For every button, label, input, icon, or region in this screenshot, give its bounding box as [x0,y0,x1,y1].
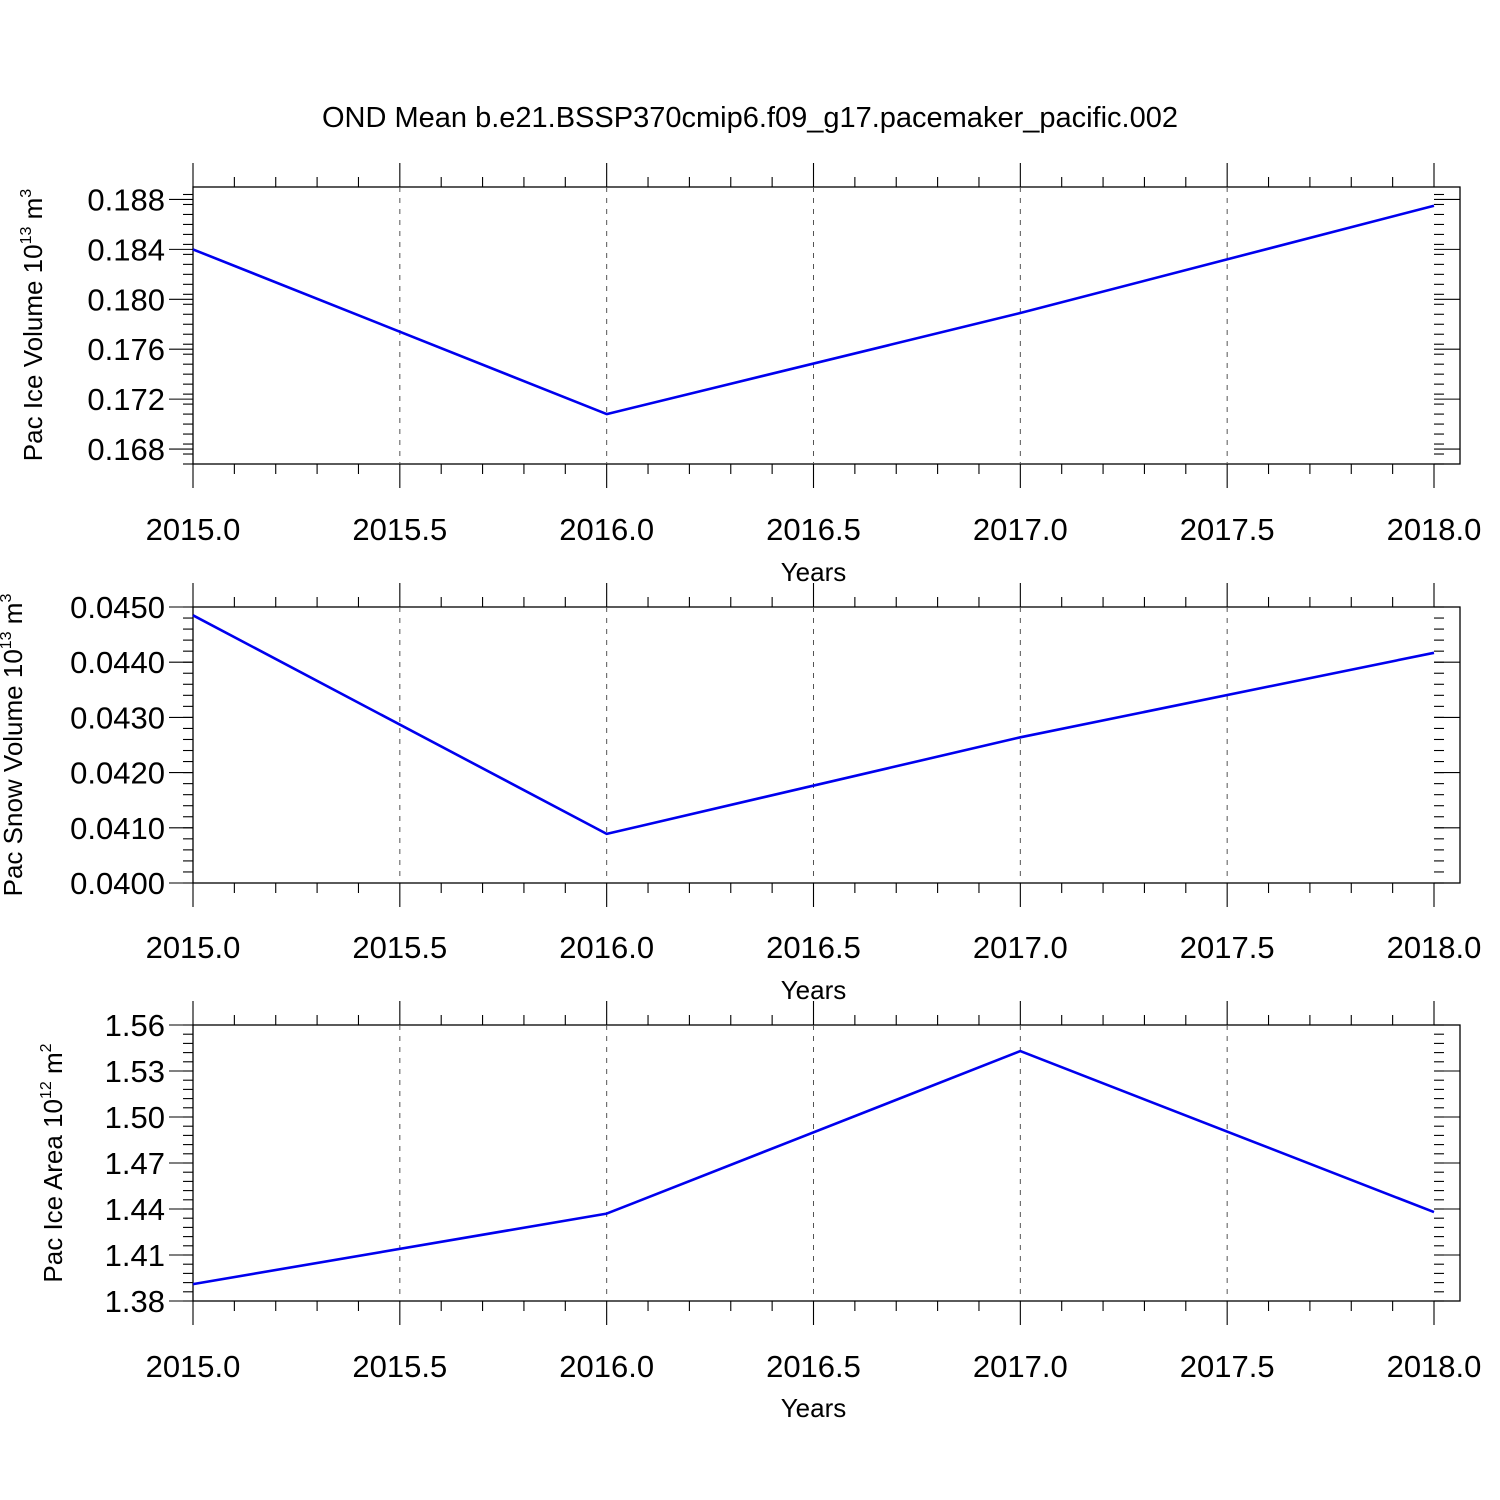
y-tick-label: 1.38 [105,1284,165,1319]
x-tick-label: 2015.0 [146,1349,241,1384]
x-tick-label: 2016.0 [559,1349,654,1384]
x-axis-label: Years [781,975,847,1005]
y-tick-label: 0.172 [87,382,165,417]
y-tick-label: 0.168 [87,432,165,467]
x-tick-label: 2016.5 [766,930,861,965]
y-axis-label: Pac Ice Volume 1013 m3 [18,189,48,462]
x-tick-label: 2015.0 [146,512,241,547]
x-tick-label: 2015.5 [352,1349,447,1384]
y-tick-label: 0.180 [87,282,165,317]
y-tick-label: 1.56 [105,1008,165,1043]
series-line [192,204,1435,416]
x-tick-label: 2017.0 [973,512,1068,547]
series-line [192,614,1435,836]
x-tick-label: 2018.0 [1387,512,1482,547]
y-tick-label: 0.0410 [70,811,165,846]
y-tick-label: 0.0420 [70,756,165,791]
y-tick-label: 0.184 [87,232,165,267]
x-tick-label: 2015.5 [352,512,447,547]
x-tick-label: 2017.5 [1180,512,1275,547]
y-tick-label: 1.47 [105,1146,165,1181]
y-tick-label: 1.50 [105,1100,165,1135]
panel-1: 0.168 0.172 0.176 0.180 0.184 0.188 2015.0 2015… [18,163,1481,587]
y-tick-label: 0.188 [87,182,165,217]
x-tick-label: 2017.5 [1180,930,1275,965]
x-tick-label: 2015.0 [146,930,241,965]
plot-frame [192,606,1461,884]
y-tick-label: 1.44 [105,1192,165,1227]
series-line [192,1049,1435,1286]
plot-frame [192,1024,1461,1302]
x-axis-label: Years [781,1393,847,1423]
y-axis-label: Pac Snow Volume 1013 m3 [0,594,28,897]
x-tick-label: 2015.5 [352,930,447,965]
y-tick-label: 0.176 [87,332,165,367]
x-tick-label: 2017.5 [1180,1349,1275,1384]
plot-frame [192,186,1461,465]
y-tick-label: 1.41 [105,1238,165,1273]
y-tick-label: 1.53 [105,1054,165,1089]
y-tick-label: 0.0450 [70,590,165,625]
x-tick-label: 2017.0 [973,930,1068,965]
x-tick-label: 2018.0 [1387,930,1482,965]
y-tick-label: 0.0400 [70,866,165,901]
x-tick-label: 2016.5 [766,1349,861,1384]
figure-title: OND Mean b.e21.BSSP370cmip6.f09_g17.pace… [322,102,1178,134]
x-tick-label: 2016.0 [559,512,654,547]
panel-3: 1.38 1.41 1.44 1.47 1.50 1.53 1.56 2015.0 2015.5… [38,1001,1481,1423]
x-tick-label: 2018.0 [1387,1349,1482,1384]
x-tick-label: 2016.0 [559,930,654,965]
y-axis-label: Pac Ice Area 1012 m2 [38,1043,68,1282]
x-tick-label: 2017.0 [973,1349,1068,1384]
panel-2: 0.0400 0.0410 0.0420 0.0430 0.0440 0.0450 2015… [0,583,1481,1005]
y-tick-label: 0.0430 [70,700,165,735]
x-axis-label: Years [781,557,847,587]
x-tick-label: 2016.5 [766,512,861,547]
y-tick-label: 0.0440 [70,645,165,680]
